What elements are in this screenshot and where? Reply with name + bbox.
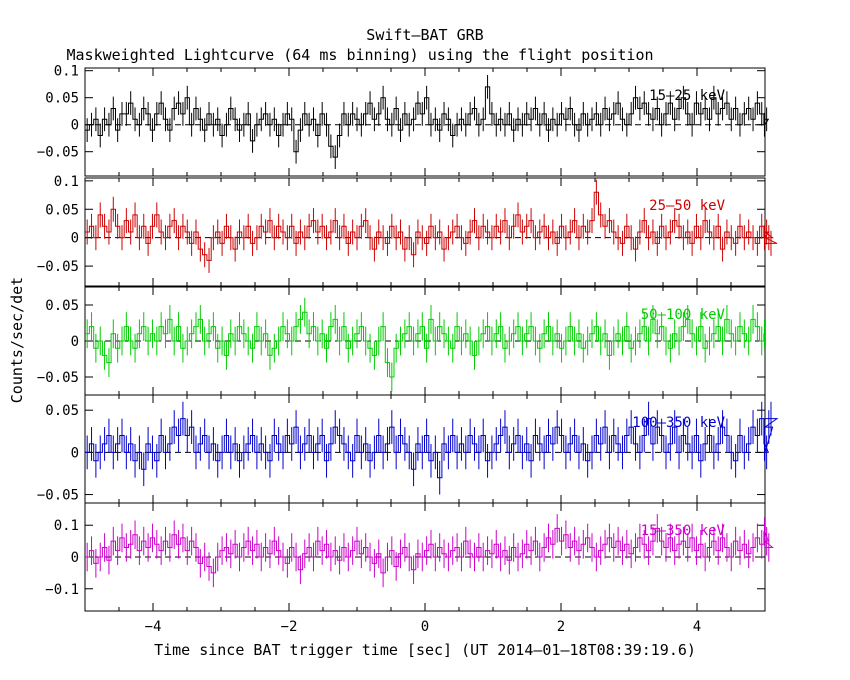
chart-subtitle: Maskweighted Lightcurve (64 ms binning) … (67, 46, 654, 64)
energy-band-label: 15–25 keV (649, 88, 725, 104)
y-tick-label: 0.1 (54, 518, 79, 534)
y-tick-label: 0.1 (54, 64, 79, 80)
y-tick-label: −0.1 (45, 582, 79, 598)
x-tick-label: 4 (693, 619, 701, 635)
y-tick-label: 0.05 (45, 298, 79, 314)
y-tick-label: 0 (71, 118, 79, 134)
lightcurve-line (85, 311, 765, 378)
y-tick-label: −0.05 (37, 370, 79, 386)
energy-band-label: 100–350 keV (632, 415, 725, 431)
x-axis-label: Time since BAT trigger time [sec] (UT 20… (154, 641, 696, 659)
lightcurve-line (85, 527, 774, 574)
energy-band-label: 25–50 keV (649, 198, 725, 214)
x-tick-label: 0 (421, 619, 429, 635)
y-tick-label: 0.05 (45, 91, 79, 107)
x-tick-label: −2 (281, 619, 298, 635)
energy-band-label: 50–100 keV (641, 307, 726, 323)
y-tick-label: 0 (71, 334, 79, 350)
y-tick-label: −0.05 (37, 259, 79, 275)
panel-1: 0.1 0.05 0 −0.05 15–25 keV (37, 64, 770, 177)
x-tick-label: −4 (145, 619, 162, 635)
panel-5: 0.1 0 −0.1 15–350 keV (45, 502, 774, 612)
lightcurve-line (85, 86, 770, 158)
y-tick-label: −0.05 (37, 145, 79, 161)
y-tick-label: 0 (71, 550, 79, 566)
x-tick-label: 2 (557, 619, 565, 635)
y-axis-label: Counts/sec/det (8, 277, 26, 403)
y-tick-label: 0.05 (45, 403, 79, 419)
y-tick-label: 0 (71, 445, 79, 461)
panels-group: 0.1 0.05 0 −0.05 15–25 keV 0.1 0.05 0 −0.05 25–50… (37, 64, 779, 635)
lightcurve-line (85, 191, 778, 261)
panel-3: 0.05 0 −0.05 50–100 keV (37, 286, 766, 396)
y-tick-label: 0.1 (54, 174, 79, 190)
chart-title: Swift–BAT GRB (366, 26, 483, 44)
energy-band-label: 15–350 keV (641, 523, 726, 539)
y-tick-label: −0.05 (37, 488, 79, 504)
y-tick-label: 0 (71, 231, 79, 247)
y-tick-label: 0.05 (45, 202, 79, 218)
panel-4: 0.05 0 −0.05 100–350 keV (37, 394, 779, 504)
lightcurve-line (85, 418, 779, 479)
panel-2: 0.1 0.05 0 −0.05 25–50 keV (37, 174, 778, 287)
